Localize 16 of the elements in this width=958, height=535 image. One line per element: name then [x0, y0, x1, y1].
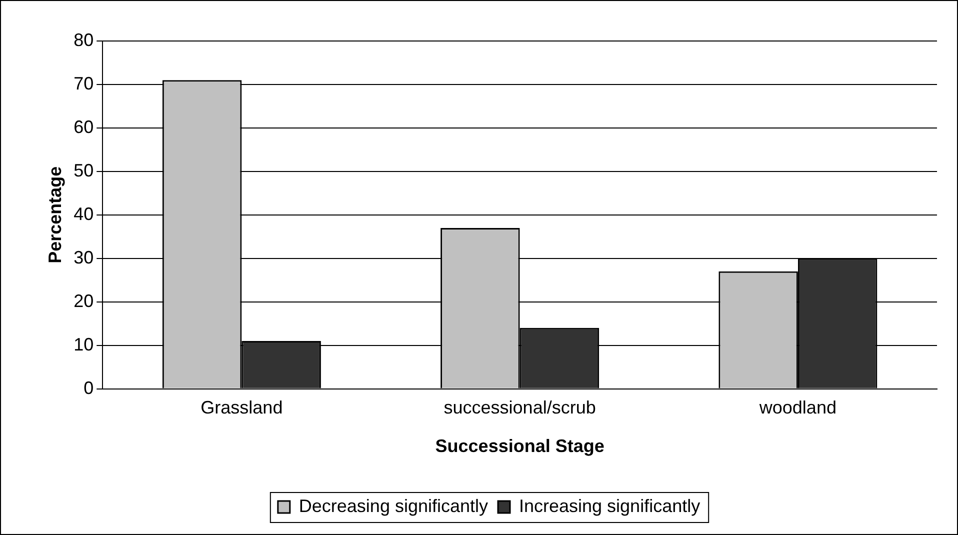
- x-tick-label: successional/scrub: [444, 398, 596, 418]
- legend-label: Increasing significantly: [519, 496, 700, 516]
- y-tick-label: 10: [74, 334, 94, 354]
- y-tick-label: 40: [74, 204, 94, 224]
- legend-label: Decreasing significantly: [298, 496, 488, 516]
- y-axis-title: Percentage: [44, 166, 65, 264]
- y-tick-label: 70: [74, 73, 94, 94]
- y-tick-label: 80: [74, 30, 94, 50]
- y-tick-label: 20: [74, 290, 94, 311]
- y-tick-label: 0: [84, 378, 94, 398]
- x-tick-label: Grassland: [200, 398, 283, 418]
- y-tick-label: 60: [74, 116, 94, 137]
- x-tick-label: woodland: [758, 398, 836, 418]
- x-axis-title: Successional Stage: [435, 436, 604, 456]
- y-tick-label: 50: [74, 160, 94, 180]
- y-tick-label: 30: [74, 247, 94, 268]
